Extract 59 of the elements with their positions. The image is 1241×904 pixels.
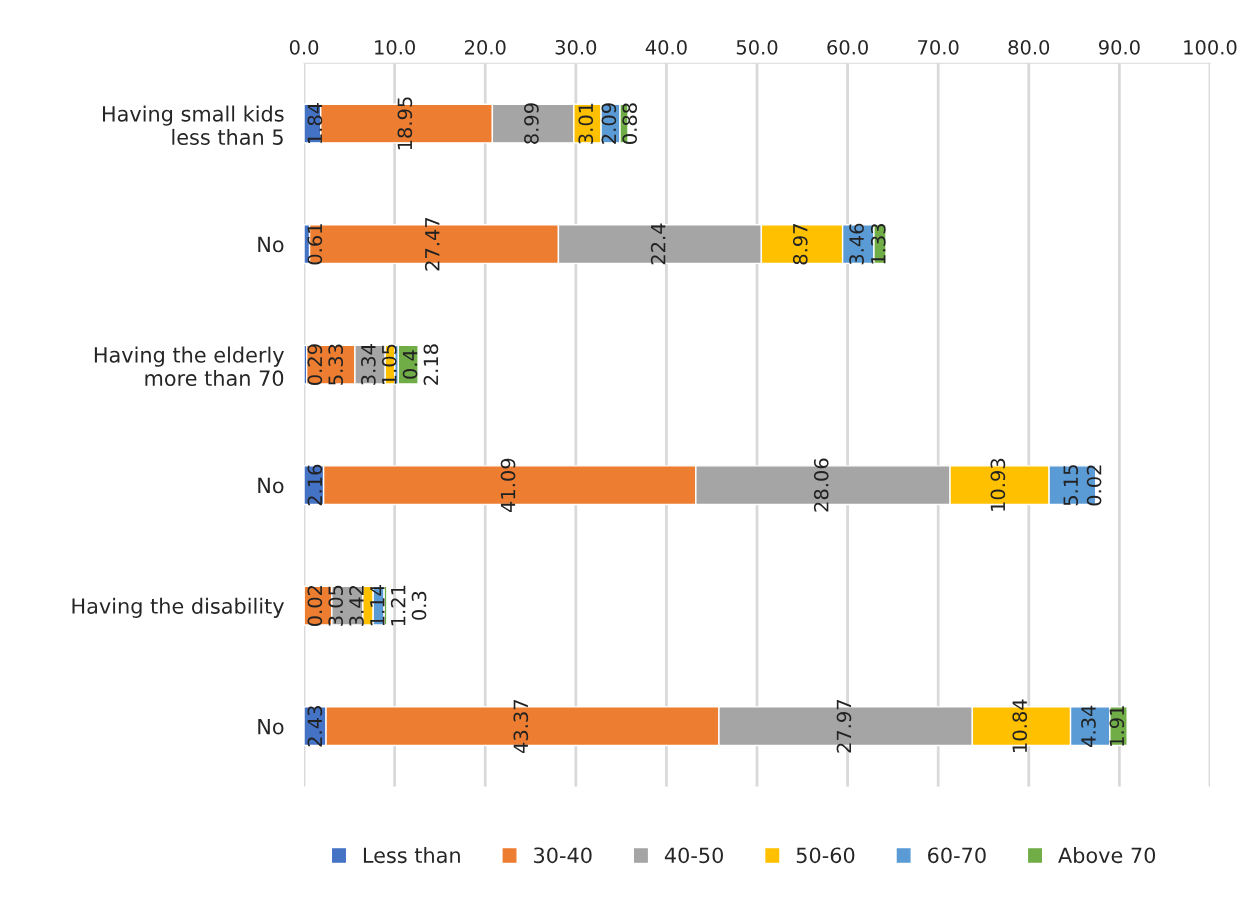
data-label: 4.34 (1081, 705, 1096, 747)
data-label: 3.01 (578, 103, 594, 144)
x-tick-label: 50.0 (736, 39, 778, 55)
data-label: 10.93 (990, 458, 1006, 511)
y-tick-label: Having the elderly more than 70 (94, 346, 284, 387)
data-label: 22.4 (650, 223, 666, 265)
data-label: 1.05 (381, 344, 397, 385)
data-label: 2.18 (423, 344, 439, 385)
x-tick-label: 90.0 (1098, 39, 1140, 55)
legend-label: 50-60 (796, 847, 855, 864)
x-tick-label: 0.0 (289, 39, 319, 55)
data-label: 5.15 (1063, 465, 1079, 506)
data-label: 8.97 (792, 224, 808, 265)
data-label: 8.99 (524, 103, 539, 144)
legend-label: 40-50 (664, 847, 723, 864)
data-label: 2.16 (307, 464, 323, 506)
data-label: 0.3 (411, 591, 427, 620)
data-label: 18.95 (397, 97, 413, 150)
data-label: 27.47 (424, 217, 440, 271)
data-label: 3.46 (849, 223, 864, 265)
y-tick-label: Having the disability (72, 597, 284, 618)
legend-label: Above 70 (1058, 847, 1156, 864)
data-label: 1.21 (390, 585, 406, 626)
data-label: 2.43 (307, 706, 323, 747)
data-label: 43.37 (513, 700, 529, 754)
data-label: 1.91 (1109, 706, 1125, 746)
y-tick-label: No (258, 718, 284, 735)
y-tick-label: Having small kids less than 5 (103, 105, 284, 146)
data-label: 41.09 (500, 458, 516, 513)
data-label: 0.61 (307, 224, 323, 265)
data-label: 5.33 (328, 344, 344, 385)
data-label: 3.34 (361, 344, 376, 385)
y-tick-label: No (258, 477, 284, 494)
data-label: 0.02 (1086, 465, 1102, 506)
data-label: 1.84 (307, 102, 323, 144)
data-label: 1.14 (370, 585, 385, 626)
data-label: 0.29 (307, 344, 323, 385)
x-tick-label: 70.0 (918, 39, 959, 55)
x-tick-label: 10.0 (375, 39, 415, 55)
legend-label: Less than (363, 847, 460, 864)
data-label: 2.09 (601, 103, 617, 144)
x-tick-label: 60.0 (827, 39, 868, 55)
legend-label: 60-70 (928, 847, 986, 864)
data-label: 1.33 (870, 223, 886, 264)
x-tick-label: 30.0 (555, 39, 597, 55)
data-label: 0.88 (622, 103, 638, 144)
data-label: 0.02 (307, 585, 323, 627)
x-tick-label: 20.0 (465, 39, 506, 55)
legend-label: 30-40 (534, 847, 592, 864)
data-label: 28.06 (813, 458, 829, 512)
data-label: 10.84 (1012, 699, 1028, 752)
data-label: 0.4 (402, 350, 418, 379)
x-tick-label: 80.0 (1008, 39, 1050, 55)
data-label: 27.97 (836, 700, 852, 753)
data-label: 3.42 (349, 585, 364, 626)
data-label: 3.05 (328, 585, 344, 626)
x-tick-label: 100.0 (1184, 39, 1237, 55)
y-tick-label: No (258, 236, 284, 253)
x-tick-label: 40.0 (645, 39, 687, 55)
